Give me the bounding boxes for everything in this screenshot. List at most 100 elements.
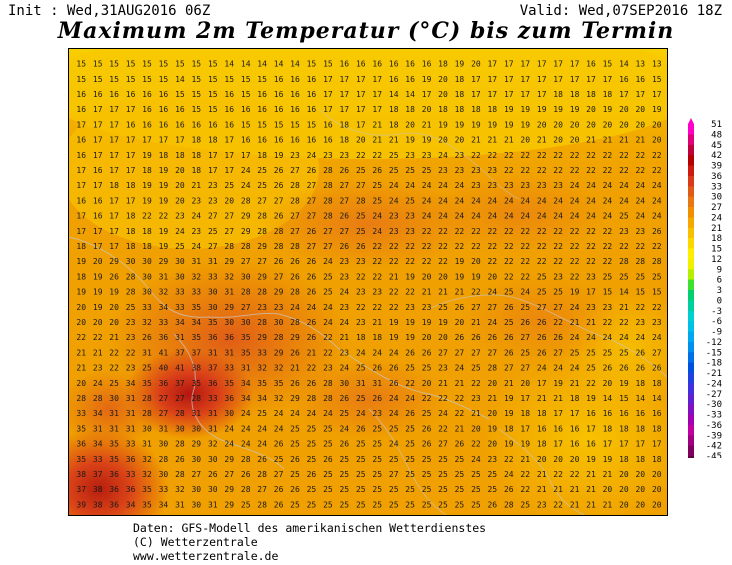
temperature-value: 19 xyxy=(570,105,580,114)
temperature-value: 23 xyxy=(553,272,563,281)
temperature-value: 18 xyxy=(372,333,382,342)
temperature-value: 25 xyxy=(307,500,317,509)
temperature-value: 27 xyxy=(274,272,284,281)
temperature-value: 21 xyxy=(471,409,481,418)
temperature-value: 22 xyxy=(471,242,481,251)
legend-tick-label: -12 xyxy=(706,338,722,348)
temperature-value: 15 xyxy=(142,75,152,84)
temperature-value: 26 xyxy=(274,485,284,494)
temperature-value: 35 xyxy=(241,333,251,342)
temperature-value: 19 xyxy=(438,120,448,129)
temperature-value: 27 xyxy=(339,181,349,190)
temperature-value: 31 xyxy=(241,364,251,373)
temperature-value: 17 xyxy=(537,90,547,99)
temperature-value: 18 xyxy=(109,181,119,190)
temperature-value: 16 xyxy=(570,424,580,433)
temperature-value: 20 xyxy=(586,120,596,129)
temperature-value: 25 xyxy=(356,166,366,175)
temperature-value: 21 xyxy=(438,288,448,297)
temperature-value: 22 xyxy=(471,151,481,160)
temperature-value: 24 xyxy=(274,409,284,418)
temperature-value: 17 xyxy=(224,166,234,175)
temperature-value: 27 xyxy=(471,348,481,357)
temperature-value: 18 xyxy=(537,409,547,418)
temperature-value: 15 xyxy=(191,60,201,69)
temperature-value: 28 xyxy=(257,470,267,479)
temperature-value: 18 xyxy=(487,105,497,114)
temperature-value: 31 xyxy=(142,440,152,449)
temperature-value: 19 xyxy=(455,272,465,281)
temperature-value: 22 xyxy=(652,303,662,312)
temperature-value: 22 xyxy=(635,303,645,312)
temperature-value: 25 xyxy=(504,288,514,297)
temperature-value: 15 xyxy=(224,75,234,84)
temperature-value: 35 xyxy=(191,303,201,312)
temperature-value: 27 xyxy=(290,166,300,175)
legend-color-swatch xyxy=(688,258,694,270)
temperature-value: 17 xyxy=(93,181,103,190)
temperature-value: 23 xyxy=(603,303,613,312)
temperature-value: 37 xyxy=(175,348,185,357)
temperature-value: 20 xyxy=(635,500,645,509)
temperature-value: 26 xyxy=(422,440,432,449)
legend-color-swatch xyxy=(688,383,694,395)
temperature-value: 16 xyxy=(76,105,86,114)
temperature-value: 20 xyxy=(487,409,497,418)
temperature-value: 25 xyxy=(356,440,366,449)
temperature-value: 26 xyxy=(307,470,317,479)
temperature-value: 15 xyxy=(109,60,119,69)
temperature-value: 22 xyxy=(586,151,596,160)
temperature-value: 22 xyxy=(520,242,530,251)
temperature-value: 26 xyxy=(274,500,284,509)
temperature-value: 17 xyxy=(109,227,119,236)
temperature-value: 26 xyxy=(175,455,185,464)
temperature-value: 23 xyxy=(586,303,596,312)
temperature-value: 25 xyxy=(422,364,432,373)
temperature-value: 15 xyxy=(307,60,317,69)
temperature-value: 20 xyxy=(438,333,448,342)
temperature-value: 15 xyxy=(142,60,152,69)
temperature-value: 22 xyxy=(635,166,645,175)
temperature-value: 28 xyxy=(323,196,333,205)
temperature-value: 21 xyxy=(191,181,201,190)
temperature-value: 17 xyxy=(652,440,662,449)
temperature-value: 22 xyxy=(537,166,547,175)
legend-color-swatch xyxy=(688,331,694,343)
temperature-value: 28 xyxy=(241,288,251,297)
temperature-value: 25 xyxy=(405,196,415,205)
temperature-value: 28 xyxy=(241,196,251,205)
temperature-value: 24 xyxy=(635,212,645,221)
temperature-value: 20 xyxy=(652,470,662,479)
temperature-value: 16 xyxy=(175,105,185,114)
temperature-value: 20 xyxy=(356,136,366,145)
temperature-value: 17 xyxy=(553,75,563,84)
temperature-value: 22 xyxy=(570,242,580,251)
temperature-value: 19 xyxy=(520,105,530,114)
temperature-value: 16 xyxy=(142,105,152,114)
temperature-value: 33 xyxy=(208,394,218,403)
temperature-value: 19 xyxy=(422,136,432,145)
temperature-value: 19 xyxy=(471,120,481,129)
temperature-value: 18 xyxy=(635,424,645,433)
temperature-value: 20 xyxy=(619,485,629,494)
temperature-value: 40 xyxy=(159,364,169,373)
temperature-value: 31 xyxy=(191,409,201,418)
temperature-value: 26 xyxy=(635,348,645,357)
temperature-value: 18 xyxy=(619,424,629,433)
temperature-value: 25 xyxy=(323,424,333,433)
temperature-value: 25 xyxy=(422,455,432,464)
temperature-value: 20 xyxy=(619,120,629,129)
temperature-value: 16 xyxy=(323,120,333,129)
temperature-value: 22 xyxy=(471,227,481,236)
temperature-value: 20 xyxy=(635,105,645,114)
temperature-value: 30 xyxy=(241,318,251,327)
temperature-value: 24 xyxy=(586,212,596,221)
temperature-value: 17 xyxy=(323,75,333,84)
temperature-value: 19 xyxy=(487,120,497,129)
temperature-value: 14 xyxy=(389,90,399,99)
temperature-value: 22 xyxy=(537,242,547,251)
temperature-value: 28 xyxy=(290,288,300,297)
temperature-value: 16 xyxy=(422,60,432,69)
temperature-value: 25 xyxy=(389,424,399,433)
temperature-value: 22 xyxy=(520,227,530,236)
